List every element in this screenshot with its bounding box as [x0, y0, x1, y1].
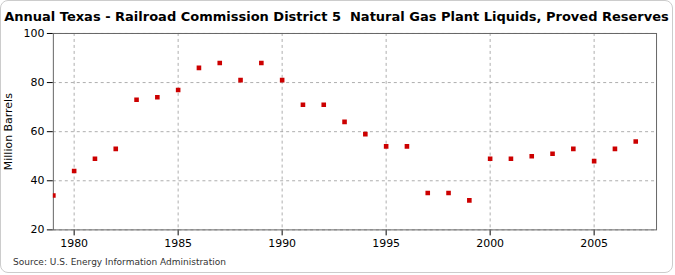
svg-text:2005: 2005: [580, 237, 608, 250]
svg-text:1990: 1990: [268, 237, 296, 250]
svg-text:1980: 1980: [60, 237, 88, 250]
svg-text:1985: 1985: [164, 237, 192, 250]
svg-text:80: 80: [30, 76, 44, 89]
svg-text:100: 100: [23, 27, 44, 40]
svg-text:40: 40: [30, 174, 44, 187]
html-text:Annual Texas - Railroad Commis: Annual Texas - Railroad Commission Distr…: [4, 9, 669, 24]
svg-text:2000: 2000: [476, 237, 504, 250]
html-text:Source: U.S. Energy Informatio: Source: U.S. Energy Information Administ…: [13, 257, 226, 268]
svg-text:60: 60: [30, 125, 44, 138]
svg-text:1995: 1995: [372, 237, 400, 250]
svg-text:Million Barrels: Million Barrels: [2, 93, 15, 170]
svg-text:20: 20: [30, 223, 44, 236]
